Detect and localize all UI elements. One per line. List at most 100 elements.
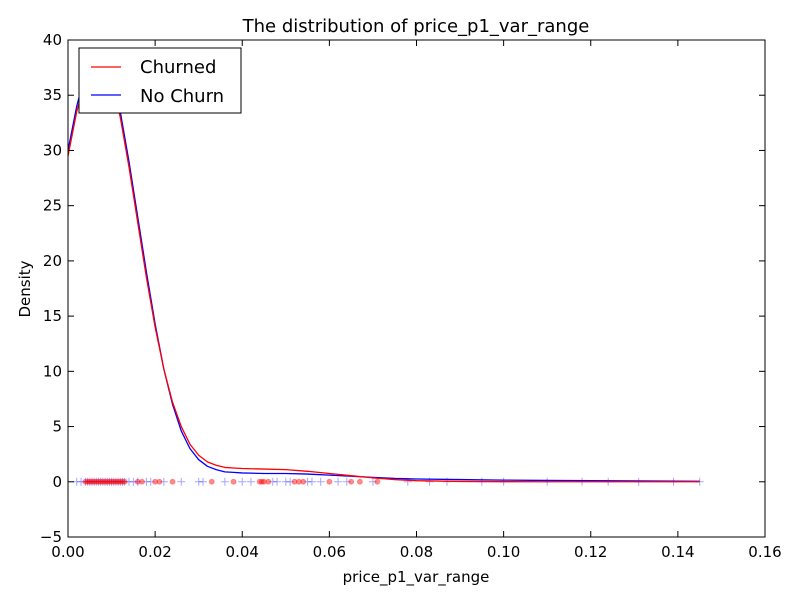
rug-mark-no-churn [129, 477, 138, 486]
rug-mark-no-churn [273, 477, 282, 486]
rug-mark-no-churn [77, 477, 86, 486]
x-tick-label: 0.16 [748, 543, 781, 561]
rug-mark-no-churn [92, 477, 101, 486]
y-tick-label: 5 [52, 418, 62, 436]
y-tick-label: 10 [43, 362, 62, 380]
plot-frame [67, 39, 766, 538]
rug-mark-churned [256, 478, 263, 485]
rug-mark-no-churn [342, 477, 351, 486]
rug-mark-no-churn [133, 477, 142, 486]
rug-mark-churned [112, 478, 119, 485]
y-tick-label: 20 [43, 252, 62, 270]
x-tick-label: 0.06 [313, 543, 346, 561]
rug-mark-churned [86, 478, 93, 485]
rug-mark-churned [102, 478, 109, 485]
rug-mark-no-churn [72, 477, 81, 486]
x-tick-label: 0.00 [51, 543, 84, 561]
y-tick-label: 15 [43, 307, 62, 325]
rug-mark-no-churn [142, 477, 151, 486]
rug-mark-no-churn [246, 477, 255, 486]
rug-mark-churned [121, 478, 128, 485]
x-tick-label: 0.10 [487, 543, 520, 561]
rug-mark-no-churn [109, 477, 118, 486]
rug-mark-churned [291, 478, 298, 485]
rug-mark-no-churn [124, 477, 133, 486]
y-tick-label: 35 [43, 86, 62, 104]
rug-mark-no-churn [220, 477, 229, 486]
rug-mark-no-churn [199, 477, 208, 486]
chart-title: The distribution of price_p1_var_range [242, 16, 590, 37]
rug-mark-churned [261, 478, 268, 485]
rug-mark-churned [82, 478, 89, 485]
y-tick-label: 30 [43, 141, 62, 159]
rug-mark-no-churn [146, 477, 155, 486]
rug-mark-churned [300, 478, 307, 485]
series-line-no-churn [68, 55, 700, 482]
rug-mark-churned [134, 478, 141, 485]
rug-mark-churned [106, 478, 113, 485]
legend: Churned No Churn [78, 47, 242, 114]
x-axis-label: price_p1_var_range [343, 568, 490, 587]
x-axis-ticks: 0.00 0.02 0.04 0.06 0.08 0.10 0.12 0.14 0.16 [51, 40, 782, 561]
rug-mark-no-churn [303, 477, 312, 486]
rug-mark-churned [374, 478, 381, 485]
rug-mark-churned [156, 478, 163, 485]
rug-mark-no-churn [116, 477, 125, 486]
rug-mark-no-churn [120, 477, 129, 486]
rug-mark-no-churn [316, 477, 325, 486]
rug-mark-no-churn [94, 477, 103, 486]
y-axis-ticks: −5 0 5 10 15 20 25 30 35 40 [40, 31, 765, 546]
y-tick-label: 25 [43, 197, 62, 215]
rug-mark-churned [97, 478, 104, 485]
rug-mark-no-churn [194, 477, 203, 486]
rug-layer [72, 477, 704, 486]
rug-mark-churned [208, 478, 215, 485]
rug-mark-churned [115, 478, 122, 485]
x-tick-label: 0.14 [661, 543, 694, 561]
rug-mark-no-churn [159, 477, 168, 486]
rug-mark-churned [117, 478, 124, 485]
x-tick-label: 0.02 [138, 543, 171, 561]
legend-box [78, 47, 242, 114]
rug-mark-churned [258, 478, 265, 485]
rug-mark-no-churn [307, 477, 316, 486]
rug-mark-no-churn [96, 477, 105, 486]
rug-mark-no-churn [114, 477, 123, 486]
rug-mark-no-churn [111, 477, 120, 486]
rug-mark-no-churn [87, 477, 96, 486]
legend-label-churned: Churned [140, 57, 216, 78]
x-tick-label: 0.12 [574, 543, 607, 561]
rug-mark-churned [93, 478, 100, 485]
rug-mark-no-churn [268, 477, 277, 486]
y-axis-label: Density [16, 260, 34, 317]
rug-mark-churned [99, 478, 106, 485]
rug-mark-churned [326, 478, 333, 485]
rug-mark-churned [265, 478, 272, 485]
rug-mark-churned [84, 478, 91, 485]
rug-mark-churned [230, 478, 237, 485]
rug-mark-churned [356, 478, 363, 485]
y-tick-label: −5 [40, 528, 62, 546]
rug-mark-churned [348, 478, 355, 485]
x-tick-label: 0.04 [226, 543, 259, 561]
rug-mark-no-churn [286, 477, 295, 486]
legend-label-no-churn: No Churn [140, 86, 224, 107]
rug-mark-no-churn [103, 477, 112, 486]
rug-mark-no-churn [81, 477, 90, 486]
rug-mark-no-churn [238, 477, 247, 486]
rug-mark-churned [104, 478, 111, 485]
rug-mark-no-churn [281, 477, 290, 486]
rug-mark-churned [95, 478, 102, 485]
x-tick-label: 0.08 [400, 543, 433, 561]
rug-mark-no-churn [118, 477, 127, 486]
y-tick-label: 40 [43, 31, 62, 49]
rug-mark-no-churn [85, 477, 94, 486]
rug-mark-churned [119, 478, 126, 485]
rug-mark-no-churn [177, 477, 186, 486]
rug-mark-no-churn [334, 477, 343, 486]
rug-mark-no-churn [90, 477, 99, 486]
rug-mark-churned [295, 478, 302, 485]
rug-mark-churned [169, 478, 176, 485]
rug-mark-churned [110, 478, 117, 485]
